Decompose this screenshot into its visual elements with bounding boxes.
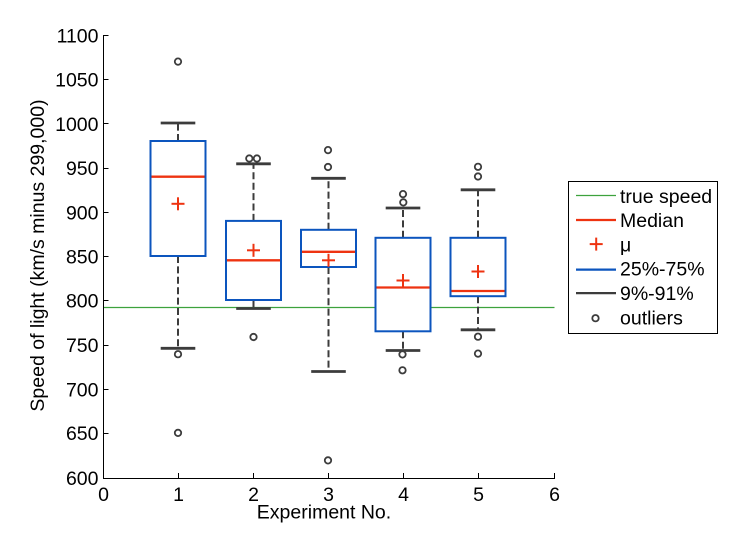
- svg-text:25%-75%: 25%-75%: [620, 259, 705, 281]
- svg-text:750: 750: [66, 335, 99, 357]
- svg-text:Experiment No.: Experiment No.: [257, 501, 391, 523]
- svg-text:1050: 1050: [55, 70, 99, 92]
- svg-text:1: 1: [173, 484, 184, 506]
- svg-text:650: 650: [66, 423, 99, 445]
- svg-text:600: 600: [66, 468, 99, 490]
- svg-text:850: 850: [66, 247, 99, 269]
- svg-text:5: 5: [473, 484, 484, 506]
- svg-text:950: 950: [66, 158, 99, 180]
- svg-text:800: 800: [66, 290, 99, 312]
- svg-text:true speed: true speed: [620, 186, 712, 208]
- svg-text:6: 6: [549, 484, 560, 506]
- svg-text:4: 4: [398, 484, 409, 506]
- svg-text:3: 3: [323, 484, 334, 506]
- svg-text:1100: 1100: [57, 25, 99, 47]
- svg-text:2: 2: [248, 484, 259, 506]
- svg-text:0: 0: [98, 484, 109, 506]
- svg-text:700: 700: [66, 379, 99, 401]
- svg-text:Median: Median: [620, 210, 684, 232]
- svg-text:1000: 1000: [55, 114, 99, 136]
- svg-text:9%-91%: 9%-91%: [620, 283, 694, 305]
- svg-text:outliers: outliers: [620, 307, 683, 329]
- svg-text:μ: μ: [620, 234, 631, 256]
- svg-text:Speed of light (km/s minus 299: Speed of light (km/s minus 299,000): [27, 99, 49, 411]
- svg-text:900: 900: [66, 202, 99, 224]
